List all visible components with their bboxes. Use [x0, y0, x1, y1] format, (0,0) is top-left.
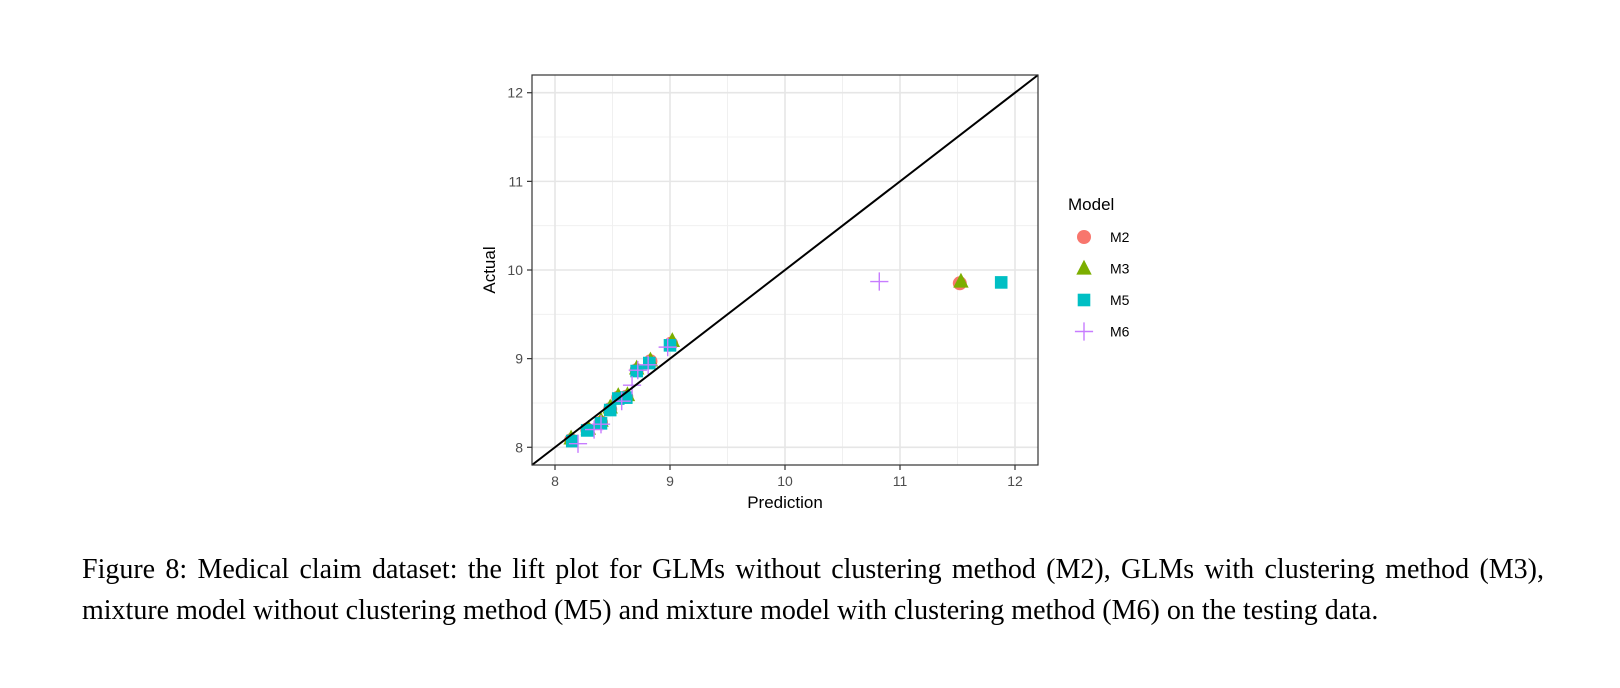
legend-label: M6: [1110, 324, 1130, 340]
point-m5: [580, 424, 594, 437]
x-tick-label: 8: [551, 473, 559, 489]
x-axis-ticks: 8 9 10 11 12: [551, 465, 1023, 489]
y-tick-label: 12: [507, 85, 523, 101]
data-points: [563, 272, 1008, 453]
y-axis-ticks: 8 9 10 11 12: [507, 85, 532, 455]
x-tick-label: 9: [666, 473, 674, 489]
caption-line-1: Figure 8: Medical claim dataset: the lif…: [82, 554, 1255, 585]
legend-key-m5: [1077, 293, 1091, 307]
legend-label: M2: [1110, 229, 1130, 245]
point-m6: [639, 355, 658, 374]
point-m3: [953, 272, 969, 288]
identity-reference-line: [531, 74, 1039, 466]
point-m5: [994, 276, 1008, 289]
legend-item-m5: M5: [1077, 292, 1130, 308]
x-tick-label: 11: [893, 473, 908, 489]
legend-item-m2: M2: [1077, 229, 1130, 245]
legend-key-m6: [1074, 322, 1094, 341]
x-axis-title: Prediction: [747, 493, 823, 512]
y-tick-label: 10: [507, 262, 523, 278]
point-m6: [870, 272, 889, 291]
point-m6: [628, 361, 647, 380]
lift-plot: 8 9 10 11 12 8 9 10 11 12 Prediction Actual Mode…: [480, 74, 1130, 512]
point-m5: [630, 364, 643, 378]
y-tick-label: 8: [515, 439, 523, 455]
y-axis-title: Actual: [480, 246, 499, 293]
legend-label: M5: [1110, 292, 1130, 308]
caption-line-3: clustering method (M6) on the testing da…: [893, 595, 1379, 626]
legend: M2 M3 M5 M6: [1074, 229, 1130, 341]
caption-line-2: clustering method (M3), mixture model wi…: [82, 554, 1544, 626]
figure-caption: Figure 8: Medical claim dataset: the lif…: [82, 549, 1544, 631]
legend-item-m3: M3: [1076, 259, 1130, 277]
point-m6: [591, 415, 611, 434]
point-m6: [622, 376, 642, 395]
point-m5: [663, 339, 677, 352]
point-m5: [643, 356, 656, 370]
point-m6: [658, 338, 677, 357]
point-m6: [585, 420, 604, 439]
legend-label: M3: [1110, 261, 1130, 277]
legend-key-m2: [1077, 230, 1091, 244]
y-tick-label: 11: [508, 173, 523, 189]
y-tick-label: 9: [515, 351, 523, 367]
x-tick-label: 10: [777, 473, 793, 489]
x-tick-label: 12: [1007, 473, 1023, 489]
legend-title: Model: [1068, 195, 1114, 214]
point-m6: [568, 434, 588, 453]
legend-item-m6: M6: [1074, 322, 1130, 341]
legend-key-m3: [1076, 259, 1092, 275]
